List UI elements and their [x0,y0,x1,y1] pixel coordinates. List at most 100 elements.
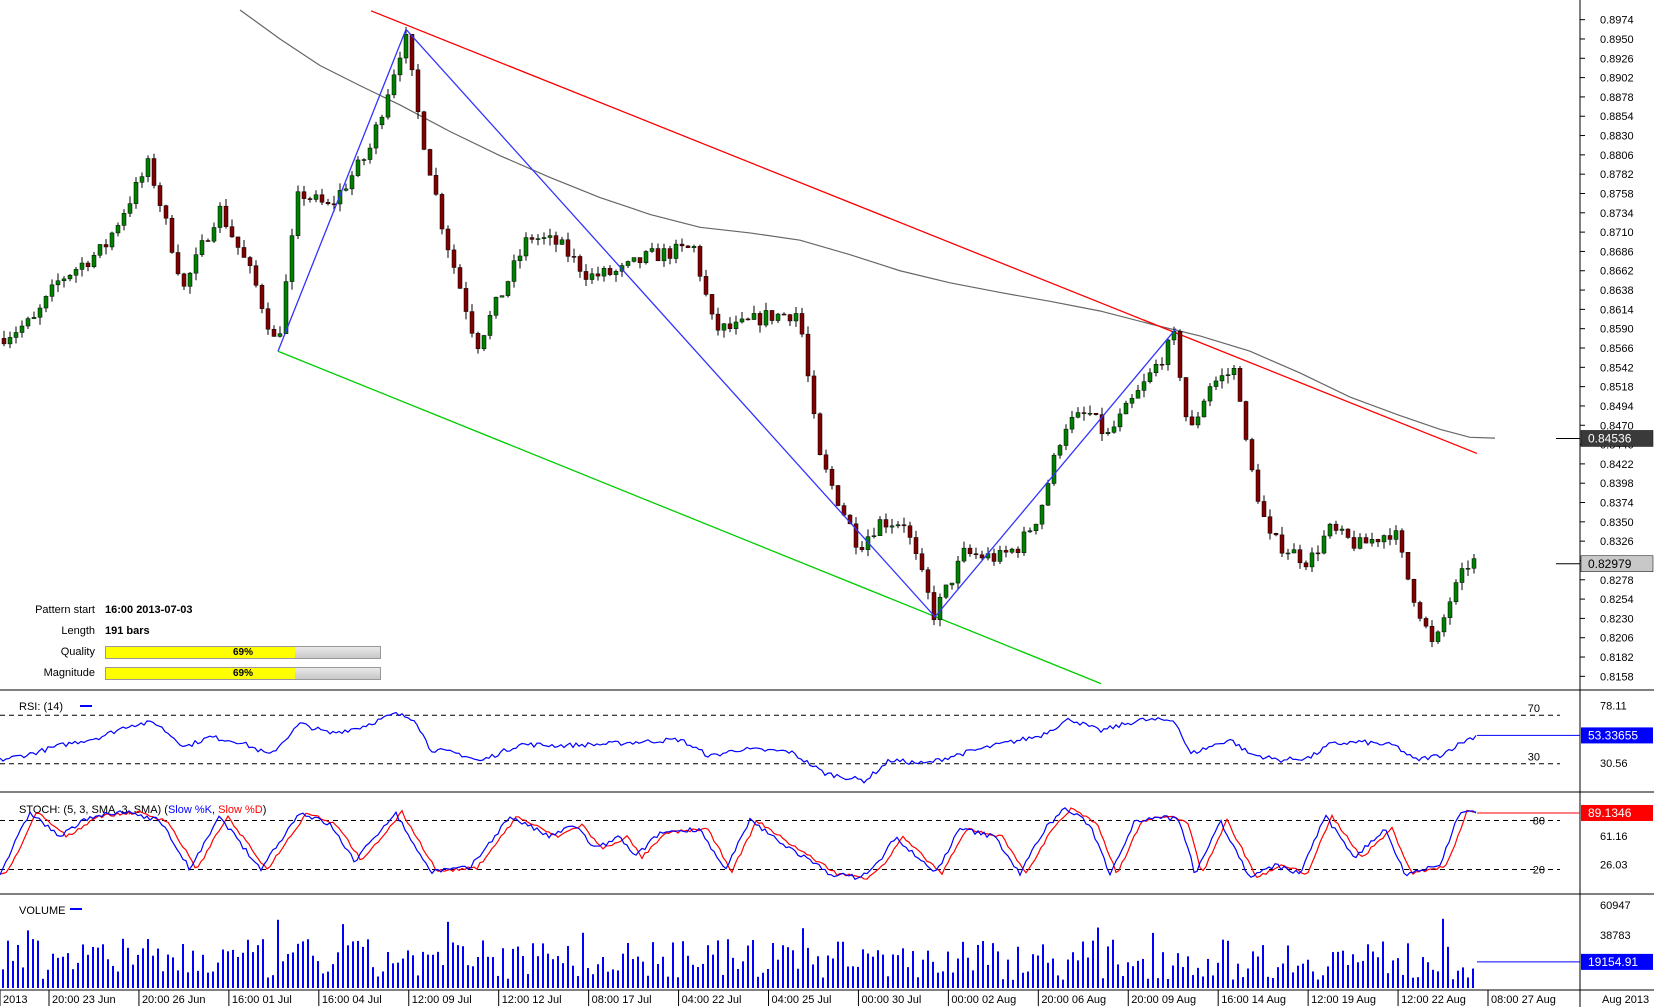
bear-candle [727,323,733,329]
bear-candle [667,248,673,259]
bull-candle [1135,390,1141,399]
bull-candle [1447,601,1453,618]
bull-candle [721,323,727,331]
volume-bar [112,965,114,988]
volume-bar [1387,973,1389,988]
rsi-level-label: 70 [1528,703,1540,715]
bull-candle [793,313,799,322]
candlesticks [1,26,1477,648]
price-tick-label: 0.8590 [1600,324,1634,336]
bear-candle [439,194,445,230]
rsi-tick-label: 78.11 [1600,700,1627,712]
volume-bar [902,948,904,988]
volume-bar [662,956,664,988]
volume-bar [262,939,264,988]
bull-candle [541,237,547,239]
moving-average-line [239,9,1496,439]
volume-bar [912,951,914,988]
time-tick-label: 12:00 12 Jul [502,994,562,1006]
price-tick-label: 0.8566 [1600,343,1634,355]
price-tick-label: 0.8470 [1600,420,1634,432]
bull-candle [313,194,319,200]
volume-bar [1417,977,1419,988]
bear-candle [781,313,787,316]
volume-bar [1092,940,1094,988]
volume-bar [437,951,439,988]
bull-candle [1309,552,1315,568]
volume-bar [1382,941,1384,988]
volume-bar [727,939,729,988]
stoch-d-label: Slow %D [218,804,263,816]
volume-bar [582,932,584,988]
bull-candle [1195,416,1201,426]
price-tick-label: 0.8734 [1600,208,1634,220]
volume-bar [1037,955,1039,988]
rsi-tick-label: 30.56 [1600,758,1628,770]
volume-bar [892,954,894,988]
bull-candle [601,268,607,277]
stoch-close-paren: ) [263,804,267,816]
bear-candle [967,547,973,554]
volume-bar [32,939,34,988]
volume-bar [1472,968,1474,988]
stoch-tick-label: 61.16 [1600,831,1628,843]
bull-candle [877,519,883,536]
bull-candle [367,147,373,160]
price-label-box [1580,555,1654,573]
bull-candle [493,296,499,316]
bull-candle [775,313,781,321]
bull-candle [589,273,595,280]
volume-bar [622,953,624,988]
bull-candle [499,295,505,298]
volume-bar [432,954,434,988]
volume-bar [1047,962,1049,988]
bear-candle [1183,377,1189,418]
price-label-text: 0.84536 [1588,431,1632,445]
volume-bar [1442,918,1444,988]
bear-candle [745,318,751,321]
volume-bar [467,965,469,988]
bear-candle [709,294,715,315]
volume-bar [1312,971,1314,988]
volume-bar [1097,927,1099,988]
bear-candle [241,247,247,258]
bull-candle [1129,397,1135,404]
rsi-last-text: 53.33655 [1588,728,1638,742]
volume-bar [362,946,364,988]
stoch-open-paren: ( [164,804,168,816]
volume-bar [1082,941,1084,988]
bear-candle [1003,550,1009,553]
bear-candle [457,267,463,289]
bull-candle [547,235,553,238]
volume-bar [722,974,724,988]
bull-candle [559,239,565,245]
bull-candle [211,227,217,242]
stoch-level-label: 80 [1533,815,1545,827]
stoch-tick-label: 26.03 [1600,860,1628,872]
volume-bar [57,957,59,988]
bear-candle [1417,602,1423,619]
bear-candle [1261,501,1267,517]
bear-candle [1273,533,1279,536]
price-tick-label: 0.8158 [1600,671,1634,683]
volume-bar [547,953,549,988]
volume-bar [427,954,429,988]
stoch-axis: 61.16 26.03 89.1346 [1477,804,1653,872]
bull-candle [139,176,145,183]
time-tick-label: 16:00 14 Aug [1221,994,1286,1006]
volume-bar [1457,970,1459,988]
bear-candle [1177,330,1183,378]
bull-candle [343,188,349,191]
volume-bar [322,973,324,988]
bull-candle [67,274,73,280]
bull-candle [1009,548,1015,553]
bull-candle [391,74,397,96]
price-tick-label: 0.8926 [1600,53,1634,65]
volume-bar [1167,978,1169,988]
bear-candle [979,554,985,559]
volume-bar [272,975,274,988]
price-tick-label: 0.8254 [1600,594,1634,606]
bear-candle [715,313,721,331]
bull-candle [1075,412,1081,418]
volume-bar [842,941,844,988]
